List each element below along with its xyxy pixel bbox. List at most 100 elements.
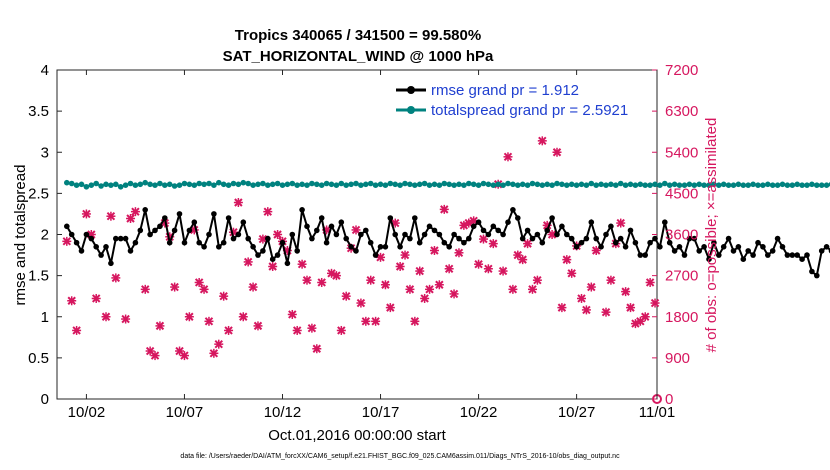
totalspread-point bbox=[186, 181, 193, 188]
rmse-point bbox=[108, 260, 114, 267]
rmse-point bbox=[510, 207, 516, 213]
rmse-point bbox=[485, 231, 492, 238]
totalspread-point bbox=[789, 182, 796, 188]
totalspread-point bbox=[166, 181, 173, 188]
totalspread-point bbox=[706, 182, 712, 188]
totalspread-point bbox=[480, 180, 487, 187]
totalspread-point bbox=[519, 181, 526, 188]
obs-assimilated-point bbox=[209, 348, 219, 358]
obs-assimilated-point bbox=[312, 344, 322, 354]
left-axis: 0 0.5 1 1.5 2 2.5 3 3.5 4 bbox=[28, 62, 62, 408]
rmse-point bbox=[181, 239, 188, 246]
obs-assimilated-point bbox=[155, 321, 165, 331]
rmse-point bbox=[216, 244, 222, 250]
obs-assimilated-point bbox=[591, 245, 601, 255]
y-tick-label: 3 bbox=[41, 144, 49, 161]
rmse-point bbox=[583, 235, 590, 242]
rmse-point bbox=[554, 231, 560, 238]
y-tick-label: 0 bbox=[41, 391, 49, 408]
totalspread-point bbox=[377, 181, 384, 188]
rmse-point bbox=[804, 252, 810, 258]
obs-assimilated-point bbox=[606, 275, 616, 285]
rmse-point bbox=[73, 239, 80, 246]
obs-assimilated-point bbox=[62, 236, 72, 246]
rmse-point bbox=[696, 248, 702, 254]
totalspread-point bbox=[608, 181, 614, 188]
rmse-point bbox=[265, 235, 271, 242]
obs-assimilated-point bbox=[626, 303, 636, 313]
rmse-point bbox=[68, 231, 75, 238]
rmse-point bbox=[269, 256, 276, 263]
obs-assimilated-point bbox=[410, 316, 420, 326]
totalspread-point bbox=[108, 182, 114, 188]
rmse-point bbox=[382, 244, 389, 250]
totalspread-point bbox=[157, 180, 163, 187]
totalspread-point bbox=[122, 182, 129, 188]
obs-assimilated-point bbox=[537, 136, 547, 146]
totalspread-point bbox=[255, 181, 261, 188]
rmse-point bbox=[412, 215, 418, 221]
totalspread-point bbox=[666, 182, 673, 188]
rmse-point bbox=[711, 239, 717, 246]
rmse-point bbox=[201, 244, 207, 250]
totalspread-point bbox=[559, 181, 565, 188]
obs-assimilated-point bbox=[297, 259, 307, 269]
totalspread-point bbox=[745, 182, 751, 188]
totalspread-point bbox=[162, 182, 168, 188]
rmse-point bbox=[441, 239, 448, 246]
data-file-footnote: data file: /Users/raeder/DAI/ATM_forcXX/… bbox=[180, 453, 620, 460]
totalspread-point bbox=[490, 182, 497, 188]
obs-assimilated-point bbox=[214, 339, 224, 349]
totalspread-point bbox=[765, 181, 771, 188]
rmse-point bbox=[353, 248, 359, 254]
rmse-point bbox=[186, 227, 193, 234]
rmse-point bbox=[407, 235, 413, 242]
totalspread-point bbox=[309, 180, 315, 187]
totalspread-point bbox=[539, 182, 546, 188]
obs-assimilated-point bbox=[179, 351, 189, 361]
x-tick-label: 10/12 bbox=[264, 404, 302, 421]
obs-assimilated-point bbox=[415, 266, 425, 276]
obs-assimilated-point bbox=[121, 314, 131, 324]
rmse-point bbox=[613, 239, 619, 246]
totalspread-point bbox=[225, 182, 232, 188]
obs-assimilated-point bbox=[292, 325, 302, 335]
totalspread-point bbox=[701, 182, 707, 188]
x-tick-label: 11/01 bbox=[639, 404, 675, 421]
y2-axis-label: # of obs: o=possible; ×=assimilated bbox=[703, 118, 720, 353]
rmse-point bbox=[377, 244, 384, 250]
obs-assimilated-point bbox=[420, 293, 430, 303]
totalspread-point bbox=[127, 180, 134, 187]
legend-spread-label: totalspread grand pr = 2.5921 bbox=[431, 102, 628, 119]
rmse-point bbox=[794, 252, 800, 258]
totalspread-point bbox=[181, 180, 188, 187]
y-tick-label: 2.5 bbox=[28, 185, 49, 202]
obs-assimilated-point bbox=[508, 284, 518, 294]
rmse-point bbox=[500, 231, 506, 238]
x-tick-label: 10/07 bbox=[166, 404, 204, 421]
rmse-point bbox=[93, 244, 99, 250]
rmse-point bbox=[157, 223, 163, 230]
x-tick-label: 10/02 bbox=[68, 404, 106, 421]
totalspread-point bbox=[725, 182, 732, 188]
obs-assimilated-point bbox=[91, 293, 101, 303]
totalspread-point bbox=[691, 182, 698, 188]
totalspread-point bbox=[176, 182, 183, 188]
totalspread-point bbox=[416, 181, 423, 188]
rmse-point bbox=[529, 235, 536, 242]
rmse-point bbox=[132, 239, 139, 246]
totalspread-point bbox=[348, 181, 354, 188]
totalspread-point bbox=[250, 182, 256, 188]
obs-assimilated-point bbox=[562, 255, 572, 265]
obs-assimilated-point bbox=[454, 248, 464, 258]
rmse-point bbox=[573, 244, 580, 250]
rmse-point bbox=[338, 219, 345, 225]
totalspread-point bbox=[289, 180, 296, 187]
obs-assimilated-point bbox=[645, 277, 655, 287]
x-tick-label: 10/22 bbox=[460, 404, 498, 421]
x-tick-label: 10/17 bbox=[362, 404, 400, 421]
totalspread-point bbox=[696, 181, 702, 188]
y-tick-label: 1 bbox=[41, 309, 49, 326]
obs-assimilated-point bbox=[199, 284, 209, 294]
